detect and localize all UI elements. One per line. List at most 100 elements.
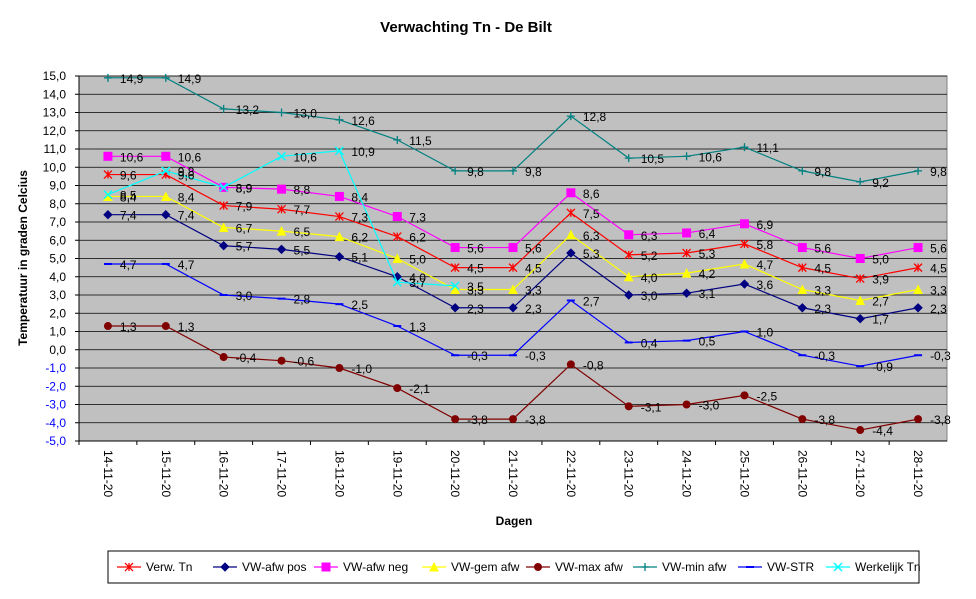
- x-tick-label: 28-11-20: [911, 450, 925, 497]
- x-tick-label: 23-11-20: [622, 450, 636, 497]
- data-point-vw-gem-afw: [450, 284, 460, 295]
- data-point-verw-tn: [334, 212, 344, 221]
- data-label-vw-min-afw: 9,8: [814, 165, 831, 179]
- data-label-verw-tn: 4,5: [930, 262, 947, 276]
- series-vw-str: [103, 262, 923, 368]
- data-point-vw-max-afw: [219, 353, 228, 362]
- data-point-vw-gem-afw: [160, 191, 171, 201]
- legend-label: VW-min afw: [662, 560, 727, 574]
- series-vw-gem-afw: [103, 191, 923, 305]
- x-tick-label: 18-11-20: [332, 450, 346, 497]
- data-label-vw-afw-pos: 2,3: [930, 302, 947, 316]
- data-label-vw-gem-afw: 3,3: [467, 284, 484, 298]
- y-tick-label: -4,0: [45, 416, 66, 430]
- legend-label: Werkelijk Tn: [855, 560, 921, 574]
- data-point-verw-tn: [740, 239, 749, 249]
- series-vw-afw-pos: [103, 209, 923, 324]
- data-label-vw-str: -0,3: [467, 349, 488, 363]
- data-point-vw-afw-pos: [739, 279, 750, 289]
- data-point-vw-afw-neg: [508, 243, 518, 253]
- data-label-vw-min-afw: 14,9: [178, 72, 202, 86]
- data-label-vw-max-afw: -0,4: [236, 351, 257, 365]
- data-point-vw-afw-pos: [913, 303, 923, 313]
- data-label-vw-max-afw: -2,5: [756, 389, 777, 403]
- data-label-vw-afw-pos: 2,3: [525, 302, 542, 316]
- legend-marker: [833, 562, 843, 572]
- data-point-vw-max-afw: [103, 322, 112, 331]
- data-point-vw-min-afw: [914, 166, 923, 175]
- data-point-verw-tn: [450, 263, 460, 273]
- data-label-vw-min-afw: 13,0: [294, 107, 318, 121]
- data-point-vw-max-afw: [509, 415, 517, 424]
- data-label-vw-min-afw: 9,8: [467, 165, 484, 179]
- data-point-vw-afw-neg: [855, 254, 865, 263]
- data-point-vw-max-afw: [277, 356, 286, 365]
- data-point-vw-afw-neg: [566, 188, 576, 198]
- data-label-vw-max-afw: -0,6: [294, 355, 315, 369]
- data-label-vw-str: 3,0: [236, 289, 253, 303]
- series-werkelijk-tn: [103, 146, 460, 291]
- data-label-verw-tn: 9,6: [120, 169, 137, 183]
- x-tick-label: 20-11-20: [448, 450, 462, 497]
- data-label-vw-min-afw: 14,9: [120, 72, 144, 86]
- y-tick-label: 1,0: [49, 325, 66, 339]
- data-point-vw-min-afw: [161, 73, 170, 82]
- data-point-vw-afw-pos: [276, 244, 287, 255]
- data-label-vw-min-afw: 11,1: [756, 141, 779, 155]
- series-vw-afw-neg: [103, 151, 923, 263]
- data-point-vw-min-afw: [393, 135, 402, 144]
- data-label-vw-min-afw: 10,5: [641, 152, 665, 166]
- data-point-vw-max-afw: [856, 426, 865, 435]
- y-tick-label: 9,0: [49, 179, 66, 193]
- data-point-vw-max-afw: [566, 360, 575, 369]
- data-label-vw-afw-neg: 8,4: [351, 190, 368, 204]
- data-label-vw-gem-afw: 2,7: [872, 294, 889, 308]
- y-tick-label: 3,0: [49, 288, 66, 302]
- data-point-werkelijk-tn: [334, 146, 344, 156]
- data-point-vw-afw-pos: [566, 248, 576, 258]
- data-label-verw-tn: 7,3: [351, 211, 368, 225]
- data-label-werkelijk-tn: 3,5: [467, 280, 484, 294]
- data-label-vw-str: -0,3: [930, 349, 951, 363]
- legend-marker: [641, 563, 649, 571]
- data-point-werkelijk-tn: [219, 182, 229, 192]
- data-label-werkelijk-tn: 3,7: [409, 276, 426, 290]
- data-point-vw-min-afw: [856, 177, 865, 186]
- data-point-vw-afw-neg: [277, 184, 287, 194]
- data-point-vw-max-afw: [798, 415, 807, 424]
- data-point-vw-afw-pos: [855, 314, 865, 324]
- data-label-vw-str: 0,5: [699, 335, 716, 349]
- data-point-vw-gem-afw: [623, 271, 634, 282]
- data-point-vw-afw-pos: [624, 290, 634, 300]
- data-label-verw-tn: 5,3: [699, 247, 716, 261]
- data-label-verw-tn: 7,9: [236, 200, 253, 214]
- data-label-vw-gem-afw: 6,5: [294, 225, 311, 239]
- data-point-verw-tn: [855, 274, 865, 284]
- data-point-vw-gem-afw: [681, 267, 692, 278]
- data-label-vw-gem-afw: 6,7: [236, 221, 253, 235]
- legend-label: VW-max afw: [555, 560, 623, 574]
- y-tick-label: 15,0: [43, 69, 67, 83]
- data-point-vw-gem-afw: [566, 229, 576, 240]
- data-label-vw-afw-pos: 3,1: [699, 287, 716, 301]
- data-point-vw-min-afw: [335, 115, 344, 124]
- legend-marker: [220, 562, 230, 572]
- data-point-vw-afw-neg: [392, 212, 402, 222]
- data-point-vw-min-afw: [566, 112, 575, 121]
- data-point-vw-max-afw: [682, 400, 691, 409]
- data-point-verw-tn: [682, 248, 692, 258]
- data-label-vw-max-afw: -1,0: [351, 362, 372, 376]
- data-label-vw-gem-afw: 4,0: [641, 271, 658, 285]
- series-layer: [103, 73, 923, 435]
- legend-marker: [321, 562, 331, 572]
- y-tick-label: 14,0: [43, 87, 67, 101]
- series-vw-max-afw: [103, 322, 923, 435]
- x-tick-label: 24-11-20: [680, 450, 694, 497]
- data-label-vw-max-afw: -3,8: [930, 413, 951, 427]
- data-point-vw-max-afw: [393, 384, 402, 393]
- data-point-vw-gem-afw: [739, 258, 750, 269]
- series-vw-min-afw: [103, 73, 923, 186]
- data-point-vw-gem-afw: [797, 284, 808, 295]
- data-label-vw-afw-neg: 7,3: [409, 211, 426, 225]
- data-label-vw-afw-neg: 6,4: [699, 227, 716, 241]
